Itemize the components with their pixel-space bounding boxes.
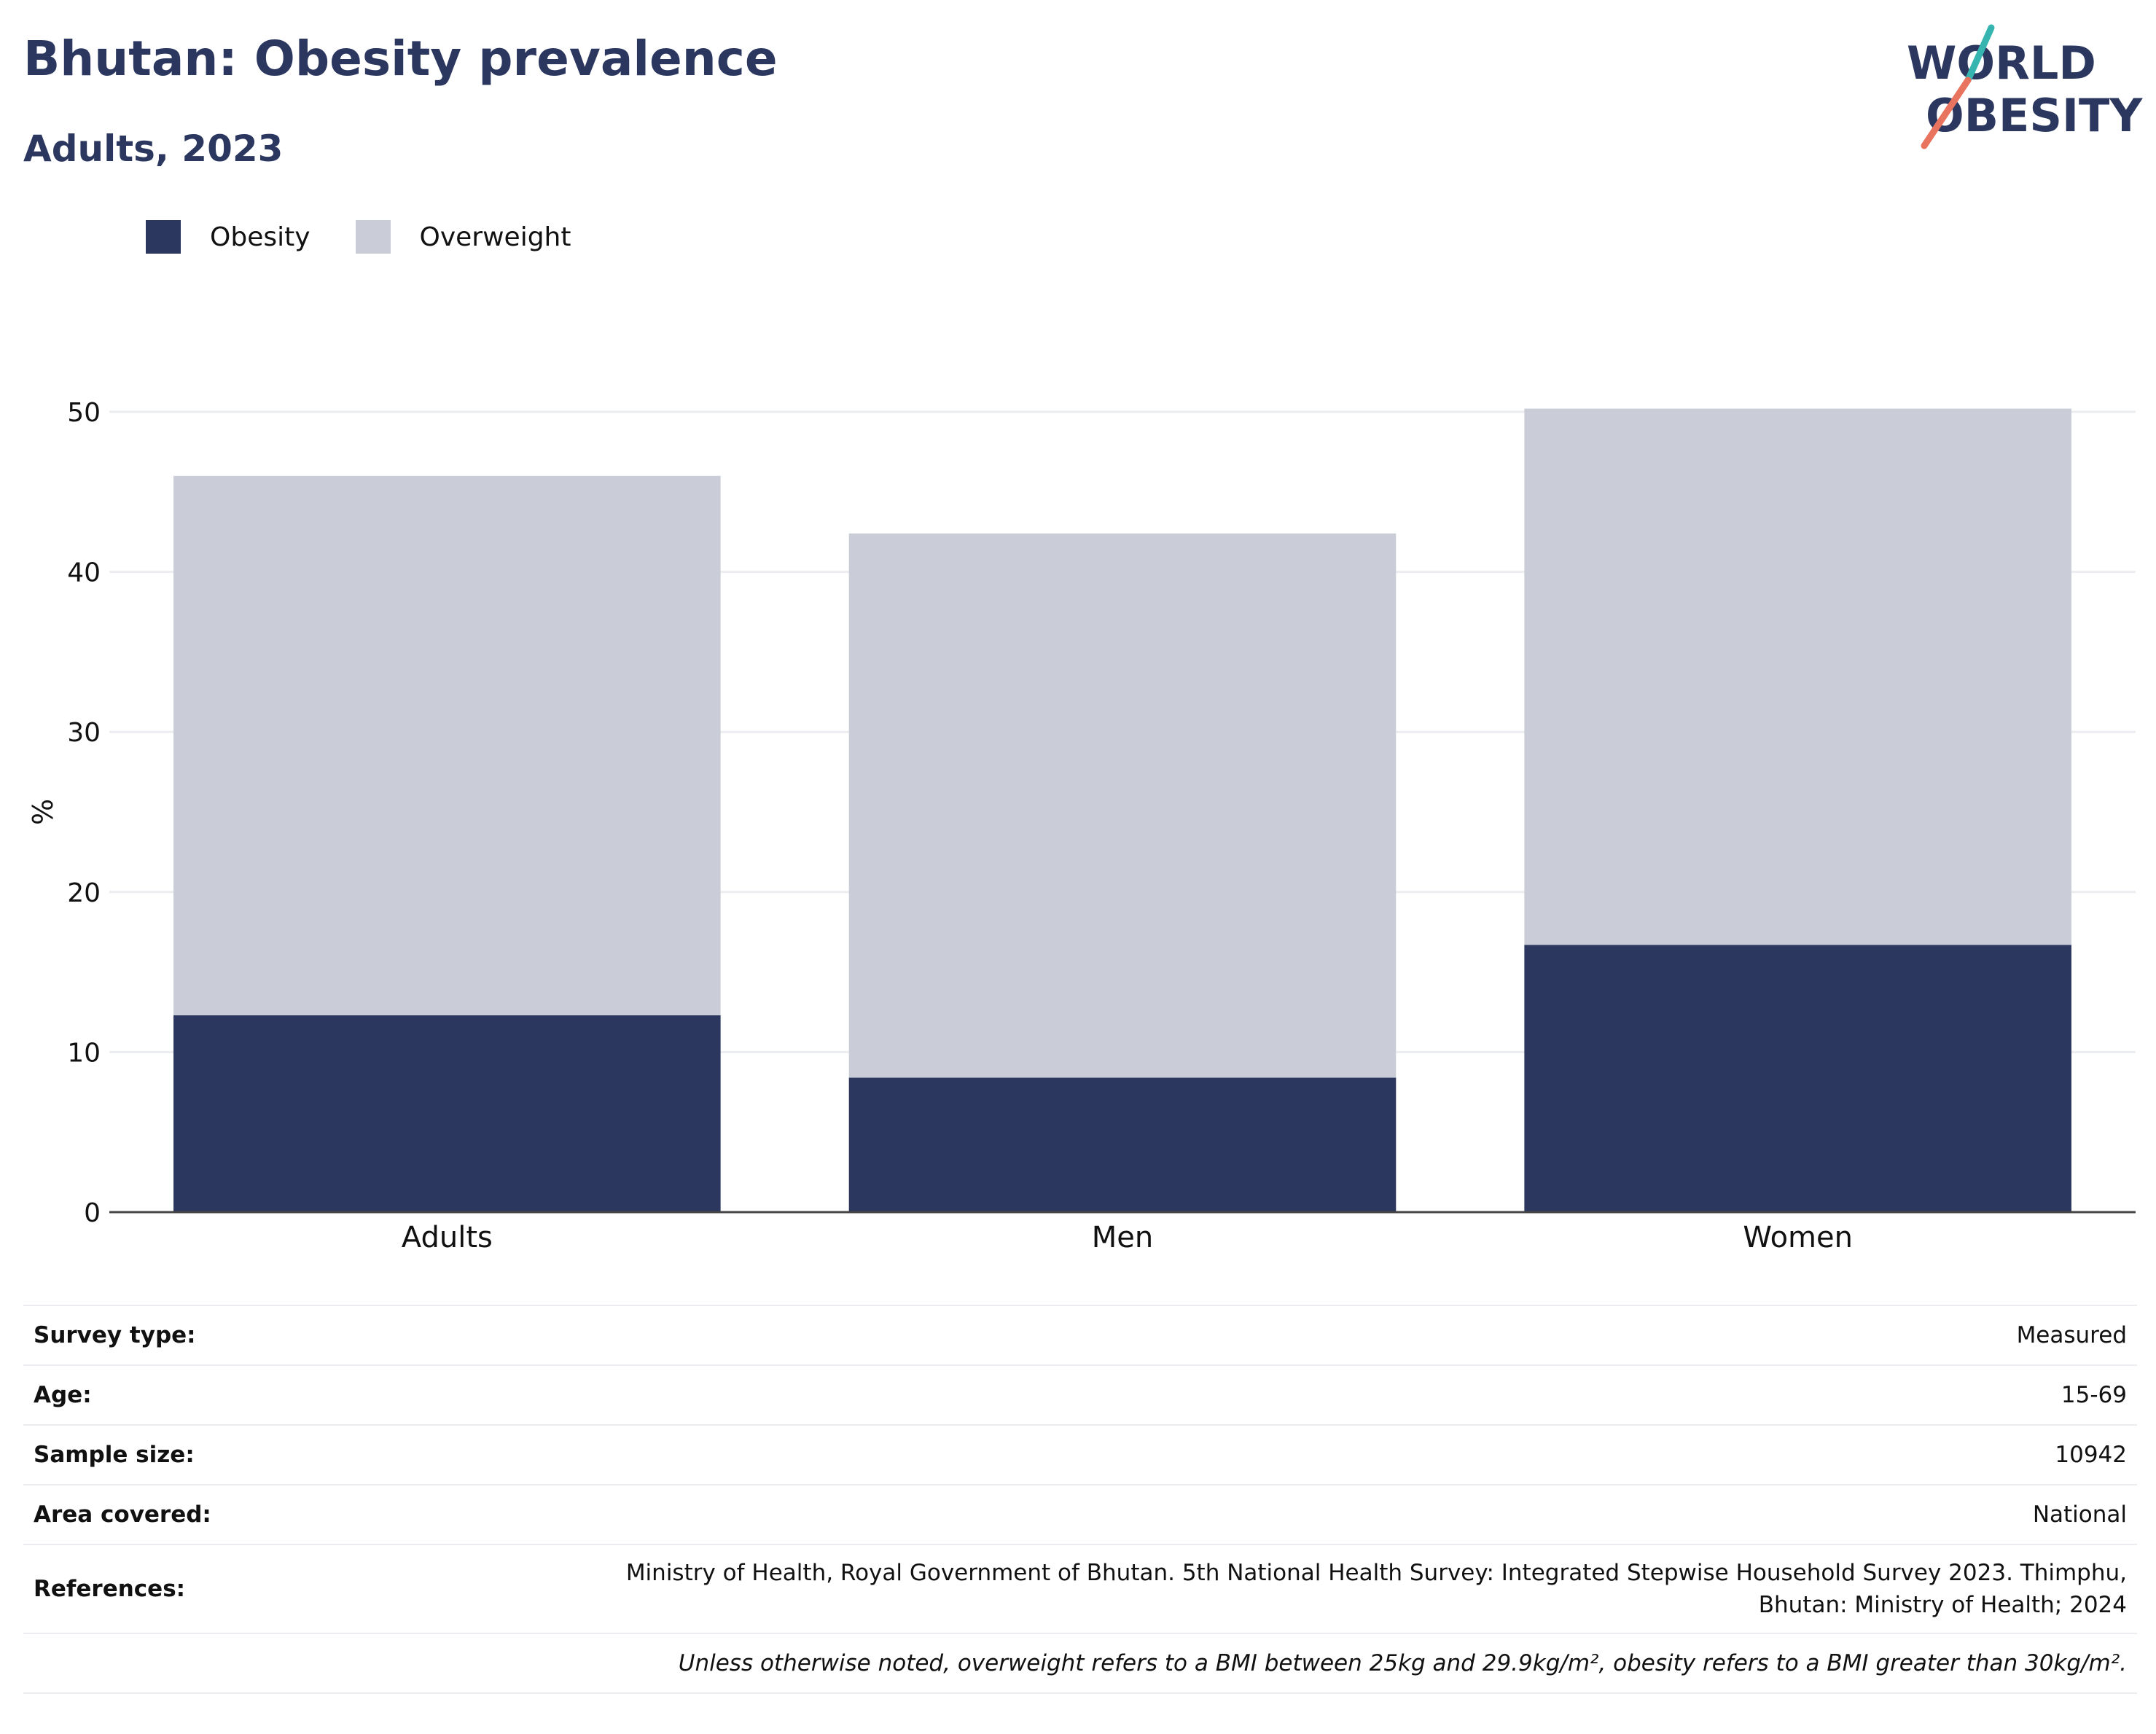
legend: Obesity Overweight [146, 220, 616, 254]
survey-info-table: Survey type: Measured Age: 15-69 Sample … [23, 1305, 2137, 1694]
info-label: Sample size: [34, 1442, 195, 1468]
bar-overweight-men [848, 533, 1397, 1078]
logo-text-world: WORLD [1907, 36, 2096, 90]
bar-overweight-adults [173, 475, 721, 1015]
info-row-area-covered: Area covered: National [23, 1485, 2137, 1544]
y-axis-label: % [27, 799, 59, 825]
legend-label-obesity: Obesity [210, 222, 310, 252]
legend-swatch-overweight [355, 220, 391, 254]
y-tick-label: 10 [67, 1038, 101, 1068]
logo-slash-red [1921, 77, 1972, 149]
legend-swatch-obesity [146, 220, 181, 254]
y-tick-label: 0 [84, 1198, 101, 1228]
x-tick-label: Men [1092, 1221, 1153, 1254]
chart-subtitle: Adults, 2023 [23, 128, 284, 170]
info-label: References: [34, 1576, 186, 1602]
legend-item-overweight[interactable]: Overweight [355, 220, 571, 254]
y-tick-label: 40 [67, 558, 101, 588]
bar-obesity-adults [173, 1015, 721, 1212]
bar-obesity-women [1524, 945, 2071, 1212]
bar-chart: 0 10 20 30 40 50% Adults Men Women [27, 398, 2136, 1254]
legend-label-overweight: Overweight [419, 222, 571, 252]
info-row-sample-size: Sample size: 10942 [23, 1425, 2137, 1485]
y-tick-label: 50 [67, 398, 101, 428]
info-value: Ministry of Health, Royal Government of … [350, 1544, 2137, 1633]
y-tick-label: 20 [67, 878, 101, 908]
x-tick-label: Adults [402, 1221, 493, 1254]
footnote: Unless otherwise noted, overweight refer… [678, 1650, 2127, 1676]
bar-overweight-women [1524, 408, 2071, 945]
info-label: Survey type: [34, 1322, 196, 1348]
references-line-1: Ministry of Health, Royal Government of … [625, 1560, 2127, 1586]
logo-text-obesity: OBESITY [1926, 89, 2143, 142]
y-tick-label: 30 [67, 718, 101, 748]
chart-title: Bhutan: Obesity prevalence [23, 31, 778, 87]
info-row-references: References: Ministry of Health, Royal Go… [23, 1544, 2137, 1633]
info-value: National [2032, 1501, 2127, 1528]
x-tick-label: Women [1743, 1221, 1853, 1254]
info-label: Area covered: [34, 1501, 211, 1528]
legend-item-obesity[interactable]: Obesity [146, 220, 310, 254]
info-value: 15-69 [2061, 1382, 2127, 1408]
info-row-age: Age: 15-69 [23, 1365, 2137, 1425]
logo-slash-teal [1964, 24, 1995, 84]
info-value: 10942 [2055, 1442, 2127, 1468]
info-row-survey-type: Survey type: Measured [23, 1305, 2137, 1365]
info-value: Measured [2016, 1322, 2127, 1348]
bar-obesity-men [848, 1077, 1397, 1212]
info-row-footnote: Unless otherwise noted, overweight refer… [23, 1633, 2137, 1693]
info-label: Age: [34, 1382, 92, 1408]
references-line-2: Bhutan: Ministry of Health; 2024 [1758, 1592, 2127, 1618]
world-obesity-logo: WORLD OBESITY [1907, 24, 2143, 149]
